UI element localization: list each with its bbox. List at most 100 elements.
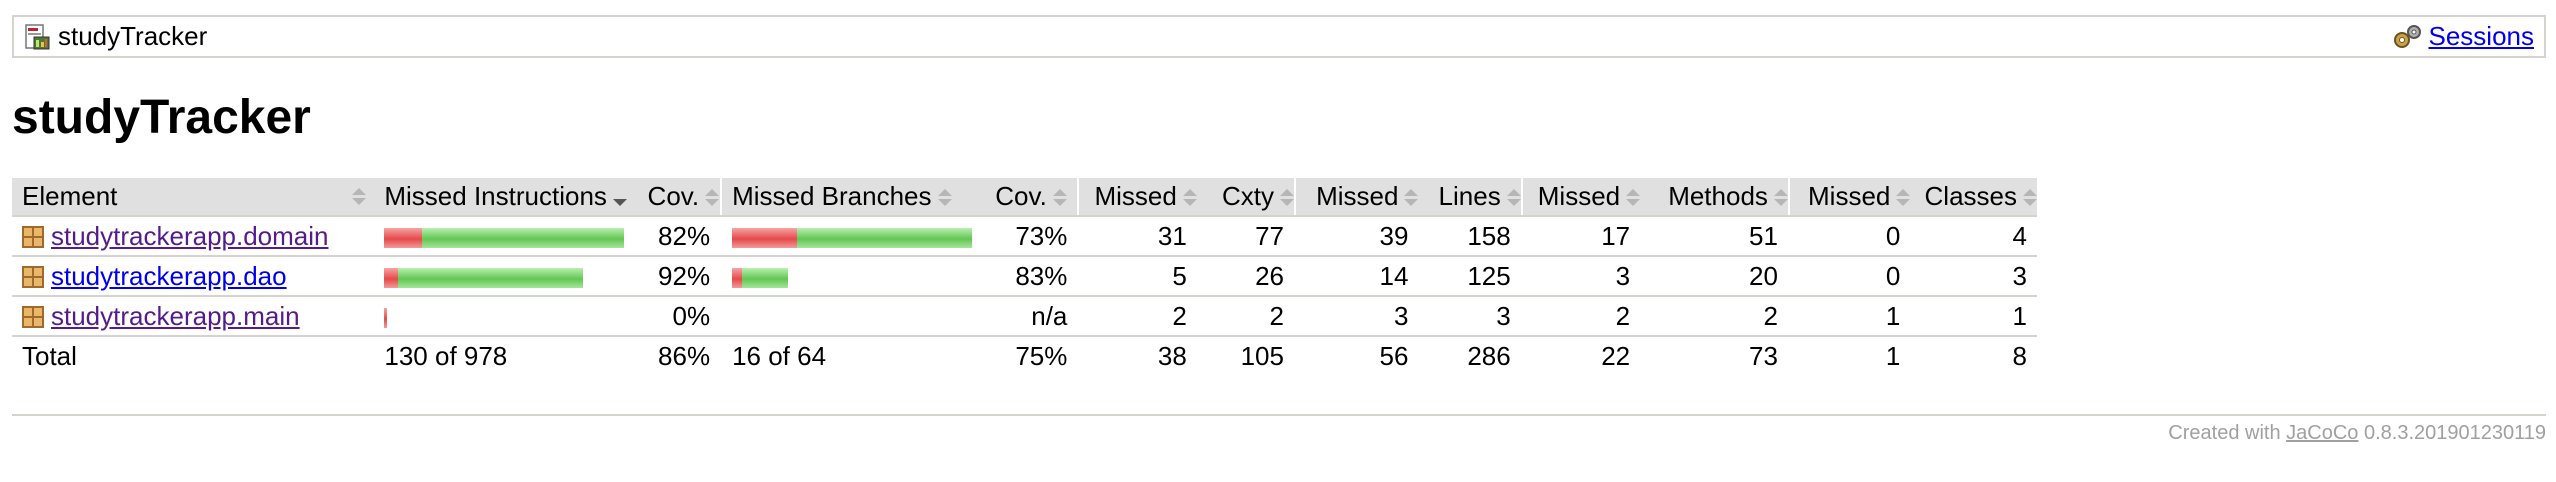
package-icon <box>22 265 44 288</box>
column-header-label: Missed <box>1316 181 1399 211</box>
column-header-instruction-coverage[interactable]: Cov. <box>637 178 722 217</box>
column-header-methods[interactable]: Methods <box>1640 178 1789 217</box>
footer-prefix: Created with <box>2168 422 2281 444</box>
total-missed-classes: 1 <box>1787 336 1911 376</box>
missed-complexity-cell: 5 <box>1077 256 1197 297</box>
missed-bar-segment <box>384 307 388 328</box>
instruction-coverage-cell: 82% <box>637 216 722 257</box>
column-header-classes[interactable]: Classes <box>1910 178 2037 217</box>
missed-bar-segment <box>732 227 798 248</box>
column-header-label: Missed <box>1537 181 1621 211</box>
total-methods: 73 <box>1749 341 1778 371</box>
page-title: studyTracker <box>12 91 311 144</box>
branch-coverage-cell: n/a <box>985 296 1079 337</box>
column-header-missed-instructions[interactable]: Missed Instructions <box>374 178 638 217</box>
sort-icon <box>352 187 367 207</box>
total-row: Total 130 of 978 86% 16 of 64 75% 38 105… <box>12 336 2037 376</box>
sort-icon <box>1626 188 1641 208</box>
jacoco-link[interactable]: JaCoCo <box>2286 422 2359 444</box>
column-header-missed-lines[interactable]: Missed <box>1293 178 1419 217</box>
methods-cell: 20 <box>1640 256 1789 297</box>
column-header-element[interactable]: Element <box>12 178 375 217</box>
instruction-bar-cell <box>374 216 638 257</box>
total-lines: 286 <box>1467 341 1511 371</box>
instruction-coverage-bar <box>384 267 584 288</box>
complexity-cell: 26 <box>1196 256 1295 297</box>
total-missed-instructions: 130 of 978 <box>384 341 508 371</box>
branch-coverage-cell: 83% <box>985 256 1079 297</box>
package-icon <box>22 305 44 328</box>
sessions-gears-icon <box>2391 23 2423 51</box>
element-cell: studytrackerapp.main <box>12 296 375 337</box>
classes-cell: 3 <box>1910 256 2037 297</box>
branch-coverage-bar <box>732 267 789 288</box>
package-link[interactable]: studytrackerapp.main <box>51 300 300 331</box>
total-complexity: 105 <box>1240 341 1284 371</box>
covered-bar-segment <box>797 227 973 248</box>
sort-icon <box>1506 188 1521 208</box>
complexity-cell: 77 <box>1196 216 1295 257</box>
complexity-cell: 2 <box>1196 296 1295 337</box>
missed-bar-segment <box>384 227 423 248</box>
methods-cell: 51 <box>1640 216 1789 257</box>
total-classes: 8 <box>2012 341 2027 371</box>
element-cell: studytrackerapp.dao <box>12 256 375 297</box>
breadcrumb-current: studyTracker <box>58 21 208 51</box>
table-row: studytrackerapp.main 0% n/a 2 2 3 3 2 2 … <box>12 296 2037 337</box>
total-missed-lines: 56 <box>1293 336 1419 376</box>
breadcrumb: studyTracker Sessions <box>12 15 2546 58</box>
column-header-label: Missed <box>1094 181 1177 211</box>
column-header-missed-methods[interactable]: Missed <box>1520 178 1641 217</box>
package-icon <box>22 225 44 248</box>
sort-icon <box>1182 188 1197 208</box>
column-header-missed-classes[interactable]: Missed <box>1787 178 1911 217</box>
footer: Created with JaCoCo 0.8.3.201901230119 <box>2168 422 2546 445</box>
instruction-bar-cell <box>374 256 638 297</box>
methods-cell: 2 <box>1640 296 1789 337</box>
instruction-coverage-cell: 0% <box>637 296 722 337</box>
column-header-label: Cxty <box>1221 181 1274 211</box>
footer-divider <box>12 414 2546 416</box>
missed-lines-cell: 39 <box>1293 216 1419 257</box>
package-link[interactable]: studytrackerapp.domain <box>51 220 329 251</box>
column-header-label: Missed Branches <box>732 181 932 211</box>
lines-cell: 3 <box>1418 296 1522 337</box>
classes-cell: 1 <box>1910 296 2037 337</box>
instruction-bar-cell <box>374 296 638 337</box>
footer-version: 0.8.3.201901230119 <box>2363 422 2546 444</box>
branch-bar-cell <box>720 256 986 297</box>
column-header-lines[interactable]: Lines <box>1418 178 1522 217</box>
sort-icon <box>937 188 952 208</box>
covered-bar-segment <box>398 267 584 288</box>
missed-bar-segment <box>384 267 399 288</box>
column-header-missed-branches[interactable]: Missed Branches <box>720 178 986 217</box>
covered-bar-segment <box>422 227 625 248</box>
missed-classes-cell: 1 <box>1787 296 1911 337</box>
total-label: Total <box>22 341 77 371</box>
package-link[interactable]: studytrackerapp.dao <box>51 260 287 291</box>
breadcrumb-right: Sessions <box>2391 21 2535 52</box>
report-icon <box>23 23 51 51</box>
column-header-label: Lines <box>1438 181 1501 211</box>
total-missed-branches: 16 of 64 <box>720 336 986 376</box>
sort-icon <box>1052 188 1067 208</box>
column-header-label: Cov. <box>647 181 700 211</box>
classes-cell: 4 <box>1910 216 2037 257</box>
missed-methods-cell: 2 <box>1520 296 1641 337</box>
missed-complexity-cell: 2 <box>1077 296 1197 337</box>
missed-lines-cell: 3 <box>1293 296 1419 337</box>
sessions-link[interactable]: Sessions <box>2428 21 2535 51</box>
sort-icon <box>705 188 720 208</box>
column-header-label: Element <box>22 181 118 211</box>
branch-coverage-cell: 73% <box>985 216 1079 257</box>
total-branch-coverage: 75% <box>1015 341 1068 371</box>
instruction-coverage-cell: 92% <box>637 256 722 297</box>
column-header-branch-coverage[interactable]: Cov. <box>985 178 1079 217</box>
sort-icon <box>1773 188 1788 208</box>
column-header-label: Missed Instructions <box>384 181 607 211</box>
column-header-complexity[interactable]: Cxty <box>1196 178 1295 217</box>
breadcrumb-left: studyTracker <box>23 21 207 52</box>
branch-bar-cell <box>720 216 986 257</box>
total-missed-methods: 22 <box>1520 336 1641 376</box>
column-header-missed-complexity[interactable]: Missed <box>1077 178 1197 217</box>
